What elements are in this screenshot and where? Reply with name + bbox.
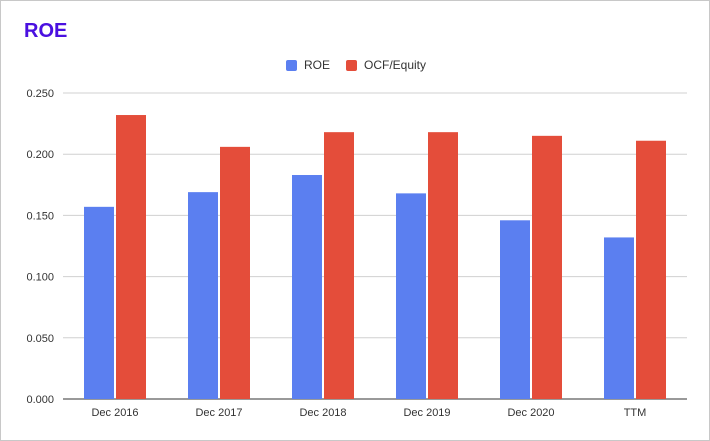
y-tick-label: 0.200 <box>26 149 54 161</box>
legend-swatch-ocf-equity <box>346 59 357 71</box>
y-tick-label: 0.150 <box>26 210 54 222</box>
bar-ocf-equity <box>428 132 458 399</box>
bar-roe <box>292 175 322 399</box>
bar-roe <box>604 237 634 399</box>
x-tick-label: Dec 2018 <box>299 407 346 419</box>
bar-ocf-equity <box>532 135 562 399</box>
legend-label-ocf-equity: OCF/Equity <box>364 58 427 72</box>
y-tick-label: 0.050 <box>26 333 54 345</box>
bar-ocf-equity <box>116 115 146 400</box>
bar-roe <box>188 192 218 399</box>
bar-ocf-equity <box>220 146 250 399</box>
x-tick-label: Dec 2020 <box>507 407 554 419</box>
x-tick-label: Dec 2019 <box>403 407 450 419</box>
bar-roe <box>84 206 114 399</box>
x-tick-label: TTM <box>624 407 647 419</box>
x-tick-label: Dec 2017 <box>195 407 242 419</box>
legend-label-roe: ROE <box>303 58 330 72</box>
legend: ROE OCF/Equity <box>1 58 710 72</box>
bar-roe <box>500 220 530 399</box>
chart-title: ROE <box>24 20 68 42</box>
x-tick-label: Dec 2016 <box>91 407 138 419</box>
y-tick-label: 0.000 <box>26 394 54 406</box>
bar-ocf-equity <box>324 132 354 399</box>
legend-item-roe[interactable]: ROE <box>285 58 330 72</box>
legend-swatch-roe <box>285 59 297 71</box>
legend-item-ocf-equity[interactable]: OCF/Equity <box>346 58 426 72</box>
bar-roe <box>396 193 426 399</box>
y-tick-label: 0.250 <box>26 88 54 100</box>
bar-ocf-equity <box>636 140 666 399</box>
y-tick-label: 0.100 <box>26 272 54 284</box>
